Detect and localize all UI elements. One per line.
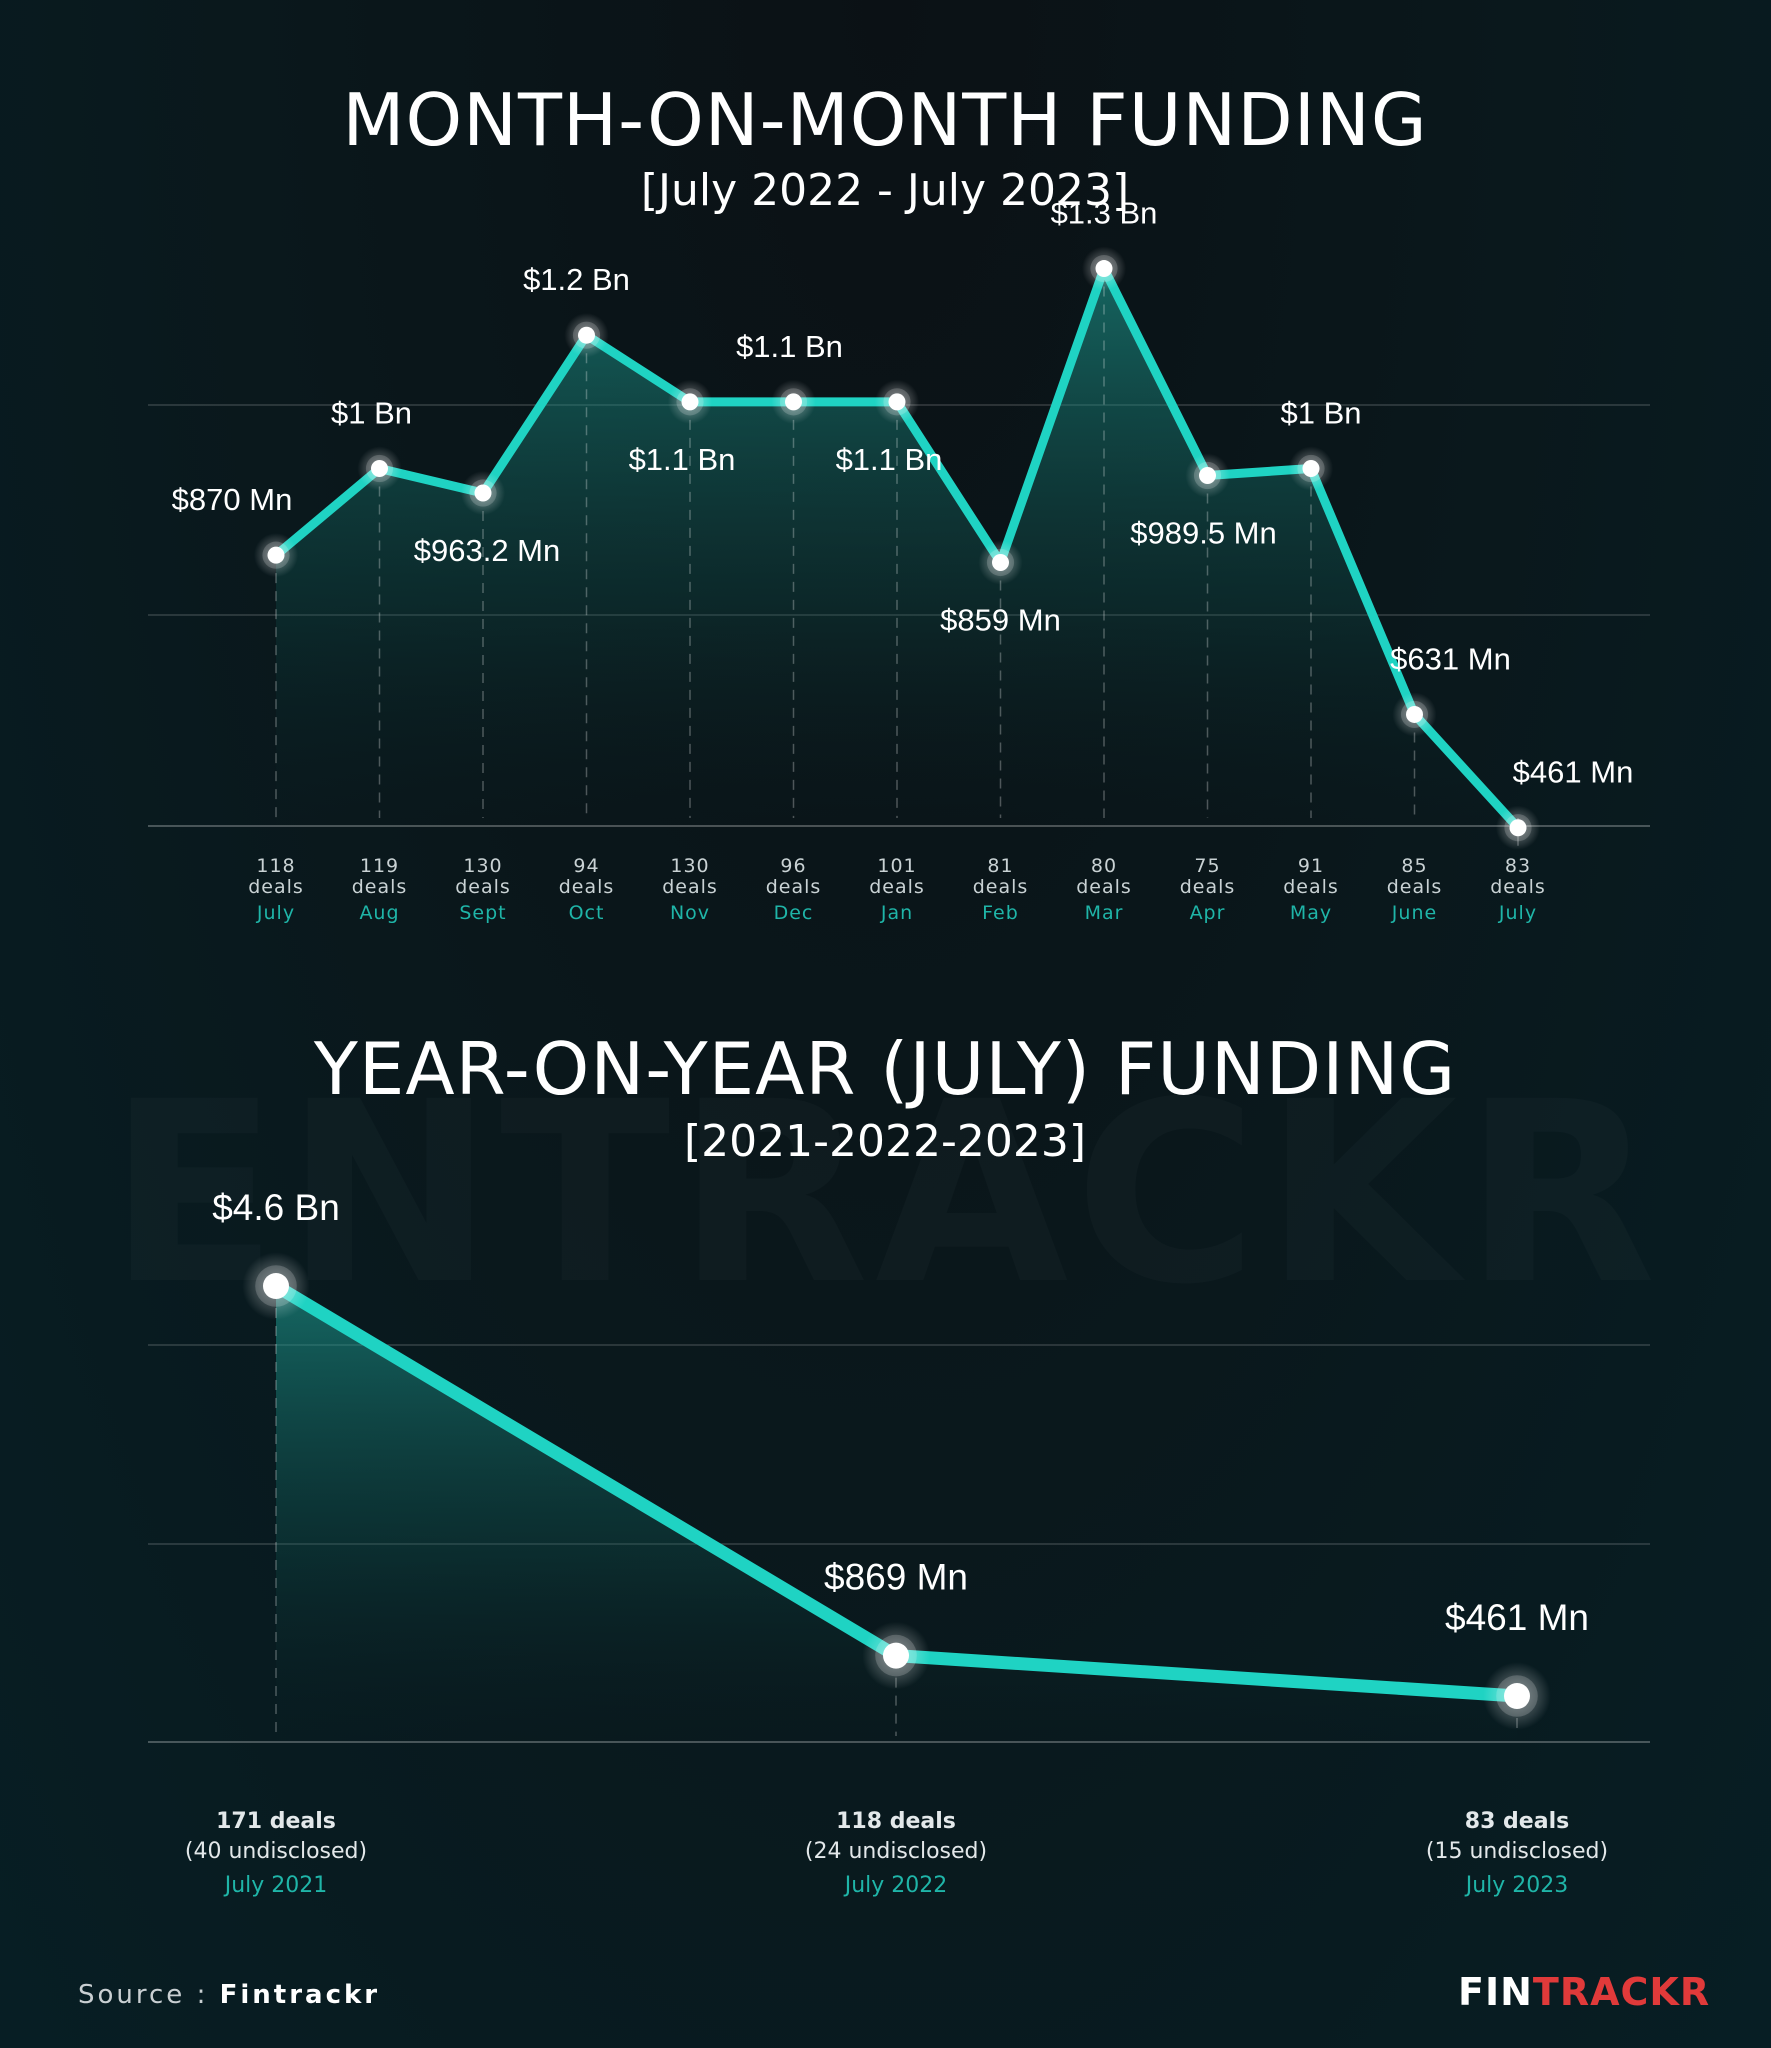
- mom-deal-unit-2: deals: [455, 876, 511, 898]
- yoy-value-label-1: $869 Mn: [824, 1557, 968, 1598]
- mom-value-label-11: $631 Mn: [1390, 641, 1511, 676]
- mom-deal-count-10: 91: [1298, 855, 1324, 877]
- mom-point-11: [1406, 705, 1423, 723]
- mom-value-label-9: $989.5 Mn: [1130, 515, 1277, 550]
- yoy-undisclosed-0: (40 undisclosed): [185, 1839, 367, 1864]
- mom-deal-unit-0: deals: [248, 876, 304, 898]
- brand-logo: FINTRACKR: [1458, 1970, 1710, 2014]
- yoy-point-2: [1504, 1683, 1530, 1709]
- mom-deal-count-1: 119: [360, 855, 399, 877]
- yoy-deal-count-1: 118 deals: [836, 1809, 956, 1834]
- yoy-period-label-1: July 2022: [843, 1873, 948, 1898]
- mom-point-10: [1302, 460, 1320, 477]
- yoy-point-1: [883, 1642, 909, 1669]
- mom-deal-unit-12: deals: [1490, 876, 1546, 898]
- yoy-period-label-0: July 2021: [223, 1873, 328, 1898]
- yoy-undisclosed-1: (24 undisclosed): [805, 1839, 987, 1864]
- source-name: Fintrackr: [219, 1980, 381, 2010]
- mom-point-4: [681, 393, 699, 411]
- mom-deal-count-12: 83: [1505, 855, 1531, 877]
- mom-deal-unit-7: deals: [973, 876, 1029, 898]
- mom-value-label-4: $1.1 Bn: [629, 442, 736, 477]
- mom-month-label-10: May: [1290, 902, 1332, 924]
- mom-month-label-11: June: [1391, 902, 1437, 924]
- mom-deal-count-3: 94: [573, 855, 599, 877]
- mom-deal-count-5: 96: [780, 855, 806, 877]
- mom-chart: $870 Mn $1 Bn $963.2 Mn $1.2 Bn $1.1 Bn $1.1 …: [148, 196, 1650, 924]
- mom-month-label-1: Aug: [359, 902, 399, 924]
- yoy-undisclosed-2: (15 undisclosed): [1426, 1839, 1608, 1864]
- mom-month-label-4: Nov: [670, 902, 710, 924]
- mom-deal-unit-11: deals: [1387, 876, 1443, 898]
- mom-value-label-3: $1.2 Bn: [523, 262, 630, 297]
- mom-value-label-10: $1 Bn: [1280, 396, 1361, 431]
- source-credit: Source : Fintrackr: [78, 1980, 380, 2010]
- mom-point-5: [785, 393, 802, 411]
- mom-deal-count-0: 118: [256, 855, 295, 877]
- mom-deal-unit-6: deals: [869, 876, 925, 898]
- mom-deal-unit-3: deals: [559, 876, 615, 898]
- mom-month-label-12: July: [1498, 902, 1537, 924]
- mom-deal-count-8: 80: [1091, 855, 1117, 877]
- mom-value-label-8: $1.3 Bn: [1051, 196, 1158, 231]
- mom-title: MONTH-ON-MONTH FUNDING: [342, 78, 1427, 162]
- mom-month-label-8: Mar: [1085, 902, 1124, 924]
- mom-deal-unit-8: deals: [1076, 876, 1132, 898]
- brand-part-1: FIN: [1458, 1970, 1533, 2014]
- mom-point-6: [888, 393, 906, 411]
- mom-deal-unit-10: deals: [1283, 876, 1339, 898]
- mom-value-label-7: $859 Mn: [940, 602, 1061, 637]
- mom-value-label-1: $1 Bn: [331, 396, 412, 431]
- mom-point-2: [474, 484, 492, 502]
- yoy-value-label-2: $461 Mn: [1445, 1597, 1589, 1638]
- mom-deal-count-11: 85: [1401, 855, 1427, 877]
- brand-part-2: TRACKR: [1532, 1970, 1711, 2014]
- yoy-deal-count-2: 83 deals: [1465, 1809, 1569, 1834]
- mom-month-label-6: Jan: [880, 902, 913, 924]
- mom-deal-count-4: 130: [670, 855, 709, 877]
- mom-value-label-5: $1.1 Bn: [736, 329, 843, 364]
- mom-value-label-0: $870 Mn: [172, 482, 293, 517]
- yoy-period-label-2: July 2023: [1464, 1873, 1569, 1898]
- mom-value-label-2: $963.2 Mn: [414, 533, 561, 568]
- mom-deal-unit-9: deals: [1180, 876, 1236, 898]
- mom-month-label-5: Dec: [774, 902, 814, 924]
- mom-month-label-9: Apr: [1190, 902, 1226, 924]
- mom-deal-count-9: 75: [1194, 855, 1220, 877]
- mom-deal-count-2: 130: [463, 855, 502, 877]
- mom-point-3: [578, 326, 595, 344]
- mom-value-label-12: $461 Mn: [1513, 755, 1634, 790]
- mom-value-label-6: $1.1 Bn: [836, 442, 943, 477]
- mom-deal-unit-5: deals: [766, 876, 822, 898]
- mom-month-label-0: July: [256, 902, 295, 924]
- mom-point-8: [1095, 260, 1113, 278]
- mom-month-label-7: Feb: [982, 902, 1019, 924]
- yoy-deal-count-0: 171 deals: [216, 1809, 336, 1834]
- mom-point-7: [992, 553, 1009, 571]
- mom-point-9: [1199, 466, 1216, 484]
- mom-deal-unit-1: deals: [352, 876, 408, 898]
- mom-point-1: [371, 460, 388, 477]
- mom-month-label-2: Sept: [459, 902, 506, 924]
- yoy-chart: $4.6 Bn $869 Mn $461 Mn 171 deals (40 undisc…: [148, 1187, 1650, 1898]
- mom-point-0: [267, 546, 285, 564]
- yoy-subtitle: [2021-2022-2023]: [684, 1116, 1086, 1167]
- yoy-area: [276, 1286, 1517, 1742]
- source-label: Source :: [78, 1980, 220, 2010]
- mom-deal-count-6: 101: [877, 855, 916, 877]
- mom-deal-unit-4: deals: [662, 876, 718, 898]
- mom-point-12: [1509, 819, 1527, 837]
- mom-area: [276, 268, 1518, 828]
- yoy-value-label-0: $4.6 Bn: [212, 1187, 340, 1228]
- mom-month-label-3: Oct: [569, 902, 605, 924]
- mom-deal-count-7: 81: [987, 855, 1013, 877]
- yoy-point-0: [263, 1273, 289, 1299]
- mom-subtitle: [July 2022 - July 2023]: [641, 165, 1129, 216]
- yoy-title: YEAR-ON-YEAR (JULY) FUNDING: [313, 1027, 1456, 1111]
